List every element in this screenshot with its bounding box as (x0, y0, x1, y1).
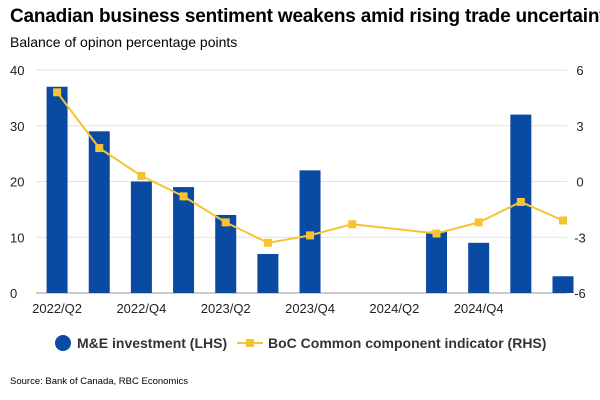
line-marker-boc-indicator (263, 238, 272, 247)
x-axis-tick-label: 2024/Q4 (454, 301, 504, 316)
bar-me-investment (468, 242, 490, 293)
left-axis-tick-label: 20 (10, 175, 24, 190)
right-axis-tick-label: 0 (576, 175, 583, 190)
line-marker-boc-indicator (95, 144, 104, 153)
line-marker-boc-indicator (221, 218, 230, 227)
chart-subtitle: Balance of opinon percentage points (10, 34, 238, 50)
x-axis-tick-label: 2023/Q2 (201, 301, 251, 316)
left-axis-tick-label: 10 (10, 230, 24, 245)
left-axis-tick-label: 30 (10, 119, 24, 134)
left-axis-tick-label: 0 (10, 286, 17, 301)
line-marker-boc-indicator (432, 229, 441, 238)
bar-me-investment (552, 276, 574, 293)
source-note: Source: Bank of Canada, RBC Economics (10, 376, 188, 387)
chart-title: Canadian business sentiment weakens amid… (10, 6, 600, 27)
line-marker-boc-indicator (306, 231, 315, 240)
x-axis-tick-label: 2023/Q4 (285, 301, 335, 316)
x-axis-tick-label: 2022/Q2 (32, 301, 82, 316)
right-axis-tick-label: 6 (576, 63, 583, 78)
line-marker-boc-indicator (474, 218, 483, 227)
bar-me-investment (257, 253, 279, 293)
line-marker-boc-indicator (137, 171, 146, 180)
legend-label-boc-indicator: BoC Common component indicator (RHS) (268, 335, 546, 351)
bar-me-investment (426, 231, 448, 293)
legend-line-marker (246, 339, 254, 347)
x-axis-tick-label: 2024/Q2 (369, 301, 419, 316)
bar-me-investment (46, 86, 68, 293)
right-axis-tick-label: -3 (574, 230, 586, 245)
bar-me-investment (173, 187, 195, 293)
bar-me-investment (215, 214, 237, 293)
legend-bar-swatch (55, 335, 71, 351)
line-marker-boc-indicator (559, 216, 567, 225)
bar-me-investment (130, 181, 152, 293)
line-marker-boc-indicator (348, 220, 357, 229)
right-axis-tick-label: -6 (574, 286, 586, 301)
line-boc-indicator (56, 91, 564, 244)
line-marker-boc-indicator (179, 192, 188, 201)
left-axis-tick-label: 40 (10, 63, 24, 78)
x-axis-tick-label: 2022/Q4 (116, 301, 166, 316)
right-axis-tick-label: 3 (576, 119, 583, 134)
line-marker-boc-indicator (53, 88, 62, 97)
bar-me-investment (88, 131, 110, 293)
legend-label-me-investment: M&E investment (LHS) (77, 335, 227, 351)
line-marker-boc-indicator (516, 197, 525, 206)
